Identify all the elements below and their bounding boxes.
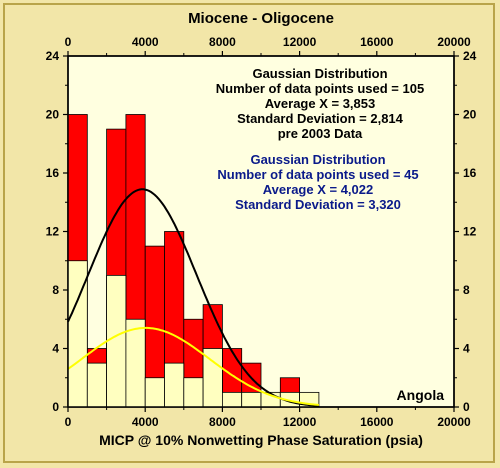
bar-s2-8: [221, 391, 243, 408]
annotation1-line-5: pre 2003 Data: [278, 126, 363, 141]
bar-s2-1: [86, 362, 108, 408]
bar-s2-4: [144, 377, 165, 408]
bar-s2-6: [183, 377, 204, 408]
x-tick-label-bottom-1: 4000: [132, 415, 159, 429]
annotation2-line-4: Standard Deviation = 3,320: [235, 197, 401, 212]
region-label: Angola: [397, 387, 445, 403]
x-tick-label-bottom-4: 16000: [360, 415, 394, 429]
axes-group: 0040004000800080001200012000160001600020…: [46, 35, 477, 429]
y-tick-label-left-6: 24: [46, 49, 60, 63]
x-tick-label-top-1: 4000: [132, 35, 159, 49]
x-tick-label-bottom-0: 0: [65, 415, 72, 429]
x-tick-label-bottom-5: 20000: [437, 415, 471, 429]
annotation2-line-3: Average X = 4,022: [263, 182, 373, 197]
x-tick-label-top-4: 16000: [360, 35, 394, 49]
curves-group: [67, 188, 320, 407]
annotation2-line-1: Gaussian Distribution: [250, 152, 385, 167]
chart-title: Miocene - Oligocene: [188, 10, 334, 27]
x-tick-label-top-0: 0: [65, 35, 72, 49]
bar-s2-3: [125, 318, 146, 408]
x-tick-label-top-2: 8000: [209, 35, 236, 49]
y-tick-label-right-3: 12: [463, 225, 477, 239]
y-tick-label-right-0: 0: [463, 400, 470, 414]
x-tick-label-top-3: 12000: [283, 35, 317, 49]
annotation1-line-1: Gaussian Distribution: [252, 66, 387, 81]
annotation2-line-2: Number of data points used = 45: [217, 167, 418, 182]
y-tick-label-left-2: 8: [52, 283, 59, 297]
y-tick-label-right-6: 24: [463, 49, 477, 63]
y-tick-label-left-0: 0: [52, 400, 59, 414]
bar-s2-5: [164, 362, 185, 408]
annotation1-line-2: Number of data points used = 105: [216, 81, 424, 96]
y-tick-label-right-2: 8: [463, 283, 470, 297]
y-tick-label-left-5: 20: [46, 108, 60, 122]
bar-s2-9: [241, 391, 262, 408]
x-tick-label-bottom-2: 8000: [209, 415, 236, 429]
bar-s2-2: [106, 274, 127, 408]
x-tick-label-bottom-3: 12000: [283, 415, 317, 429]
y-tick-label-left-3: 12: [46, 225, 60, 239]
y-tick-label-right-5: 20: [463, 108, 477, 122]
y-tick-label-right-1: 4: [463, 342, 470, 356]
x-tick-label-top-5: 20000: [437, 35, 471, 49]
y-tick-label-right-4: 16: [463, 166, 477, 180]
annotation1-line-4: Standard Deviation = 2,814: [237, 111, 404, 126]
plot-border: [67, 55, 455, 408]
y-tick-label-left-1: 4: [52, 342, 59, 356]
chart-frame: [3, 3, 495, 463]
x-axis-label: MICP @ 10% Nonwetting Phase Saturation (…: [99, 432, 423, 448]
gaussian-curve-2: [67, 326, 320, 406]
y-tick-label-left-4: 16: [46, 166, 60, 180]
annotation1-line-3: Average X = 3,853: [265, 96, 375, 111]
